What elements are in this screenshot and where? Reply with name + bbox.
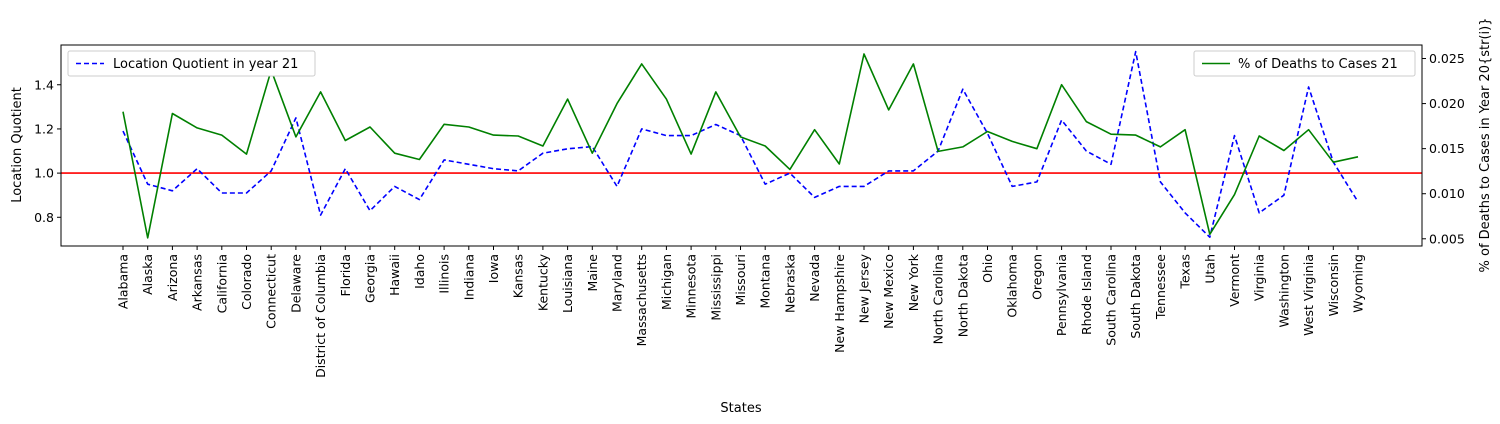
x-tick-label: Arizona (165, 254, 180, 301)
x-tick-label: New Hampshire (832, 254, 847, 353)
x-tick-label: Ohio (980, 254, 995, 283)
legend-left-box (67, 50, 316, 77)
x-tick-label: Florida (338, 254, 353, 297)
x-tick-label: Vermont (1227, 254, 1242, 307)
x-tick-label: Delaware (288, 254, 303, 313)
x-tick-label: Nevada (807, 254, 822, 302)
y-left-tick-label: 0.8 (34, 210, 54, 225)
y-axis-left-title: Location Quotient (10, 87, 25, 203)
x-tick-label: New York (906, 253, 921, 311)
x-tick-label: South Dakota (1128, 254, 1143, 339)
x-tick-label: North Carolina (931, 254, 946, 344)
x-tick-label: Alaska (140, 254, 155, 295)
legend-left: Location Quotient in year 21 (67, 50, 316, 77)
x-tick-label: New Jersey (857, 253, 872, 323)
x-tick-label: Tennessee (1153, 254, 1168, 320)
x-tick-label: Georgia (363, 254, 378, 303)
x-tick-label: Kentucky (535, 253, 550, 311)
series-line-0 (122, 50, 1359, 238)
x-tick-label: Wyoming (1351, 254, 1366, 313)
x-tick-label: South Carolina (1104, 254, 1119, 346)
x-tick-label: Iowa (486, 254, 501, 283)
y-right-tick-label: 0.025 (1429, 51, 1465, 66)
x-tick-label: Texas (1178, 254, 1193, 290)
x-tick-label: West Virginia (1301, 254, 1316, 336)
x-tick-label: District of Columbia (313, 254, 328, 378)
x-tick-label: Nebraska (782, 254, 797, 313)
series-line-1 (122, 53, 1359, 239)
x-tick-label: Pennsylvania (1054, 254, 1069, 336)
x-tick-label: Virginia (1252, 254, 1267, 301)
x-tick-label: Colorado (239, 254, 254, 310)
legend-right-box (1193, 50, 1416, 77)
x-tick-label: Mississippi (708, 254, 723, 321)
y-right-tick-label: 0.015 (1429, 141, 1465, 156)
x-tick-label: Kansas (511, 254, 526, 298)
y-axis-right-title: % of Deaths to Cases in Year 20{str(i)} (1478, 18, 1493, 273)
axis-layer: Alabama Alaska Arizona Arkansas California Co… (34, 51, 1465, 378)
x-tick-label: Indiana (461, 254, 476, 300)
x-tick-label: Oklahoma (1005, 254, 1020, 318)
x-tick-label: Michigan (659, 254, 674, 310)
legend-right: % of Deaths to Cases 21 (1193, 50, 1416, 77)
legend-right-label: % of Deaths to Cases 21 (1238, 57, 1398, 72)
y-left-tick-label: 1.4 (34, 77, 54, 92)
x-tick-label: Montana (758, 254, 773, 309)
x-tick-label: Wisconsin (1326, 254, 1341, 316)
x-tick-label: Hawaii (387, 254, 402, 296)
x-tick-label: California (214, 254, 229, 313)
plot-area-frame (60, 44, 1423, 247)
x-axis-title: States (720, 401, 761, 416)
x-tick-label: Utah (1202, 254, 1217, 284)
y-right-tick-label: 0.005 (1429, 231, 1465, 246)
x-tick-label: Rhode Island (1079, 254, 1094, 335)
x-tick-label: Minnesota (684, 254, 699, 319)
x-tick-label: Massachusetts (634, 254, 649, 346)
y-left-tick-label: 1.0 (34, 166, 54, 181)
x-tick-label: Oregon (1029, 254, 1044, 300)
chart-series-layer (61, 50, 1422, 239)
x-tick-label: North Dakota (955, 254, 970, 337)
x-tick-label: New Mexico (881, 254, 896, 329)
x-tick-label: Arkansas (190, 254, 205, 311)
x-tick-label: Maryland (610, 254, 625, 312)
y-right-tick-label: 0.010 (1429, 186, 1465, 201)
x-tick-label: Illinois (437, 254, 452, 294)
y-right-tick-label: 0.020 (1429, 96, 1465, 111)
legend-left-label: Location Quotient in year 21 (113, 57, 298, 72)
x-tick-label: Maine (585, 254, 600, 292)
x-tick-label: Louisiana (560, 254, 575, 313)
x-tick-label: Missouri (733, 254, 748, 305)
x-tick-label: Connecticut (264, 254, 279, 329)
y-left-tick-label: 1.2 (34, 121, 54, 136)
x-tick-label: Alabama (116, 254, 131, 309)
x-tick-label: Washington (1276, 254, 1291, 327)
x-tick-label: Idaho (412, 254, 427, 289)
